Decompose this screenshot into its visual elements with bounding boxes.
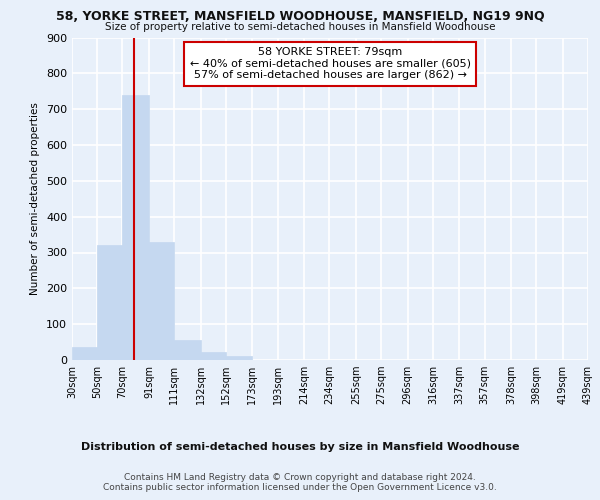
- Bar: [149, 242, 174, 360]
- Text: 58, YORKE STREET, MANSFIELD WOODHOUSE, MANSFIELD, NG19 9NQ: 58, YORKE STREET, MANSFIELD WOODHOUSE, M…: [56, 10, 544, 23]
- Y-axis label: Number of semi-detached properties: Number of semi-detached properties: [31, 102, 40, 295]
- Text: Distribution of semi-detached houses by size in Mansfield Woodhouse: Distribution of semi-detached houses by …: [81, 442, 519, 452]
- Bar: [122, 95, 149, 360]
- Bar: [226, 356, 253, 360]
- Text: Contains public sector information licensed under the Open Government Licence v3: Contains public sector information licen…: [103, 484, 497, 492]
- Bar: [200, 352, 226, 360]
- Text: Contains HM Land Registry data © Crown copyright and database right 2024.: Contains HM Land Registry data © Crown c…: [124, 472, 476, 482]
- Bar: [174, 340, 200, 360]
- Bar: [72, 348, 97, 360]
- Text: 58 YORKE STREET: 79sqm
← 40% of semi-detached houses are smaller (605)
57% of se: 58 YORKE STREET: 79sqm ← 40% of semi-det…: [190, 47, 470, 80]
- Bar: [97, 246, 122, 360]
- Text: Size of property relative to semi-detached houses in Mansfield Woodhouse: Size of property relative to semi-detach…: [105, 22, 495, 32]
